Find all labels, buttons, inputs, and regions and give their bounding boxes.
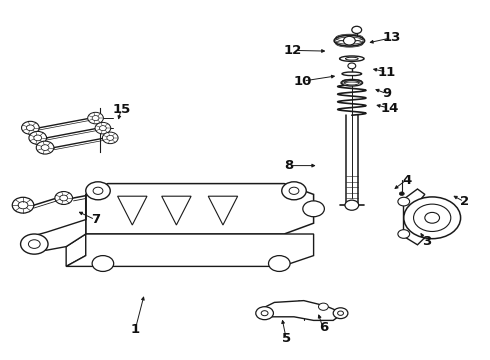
Ellipse shape [344,81,359,85]
Text: 2: 2 [460,195,469,208]
Circle shape [29,131,47,144]
Circle shape [398,230,410,238]
Text: 3: 3 [422,235,431,248]
Polygon shape [260,301,343,320]
Text: 1: 1 [130,323,139,336]
Ellipse shape [341,80,363,86]
Text: 12: 12 [284,44,302,57]
Text: 4: 4 [402,174,411,186]
Text: 15: 15 [112,103,131,116]
Circle shape [414,204,451,231]
Circle shape [26,125,34,131]
Circle shape [18,202,28,209]
Text: 8: 8 [285,159,294,172]
Ellipse shape [340,56,364,61]
Circle shape [93,186,108,198]
Circle shape [256,307,273,320]
Text: 7: 7 [91,213,100,226]
Circle shape [92,256,114,271]
Polygon shape [208,196,238,225]
Polygon shape [86,184,314,234]
Ellipse shape [334,35,365,46]
Text: 10: 10 [294,75,312,87]
Circle shape [399,192,404,195]
Circle shape [333,308,348,319]
Circle shape [22,121,39,134]
Circle shape [28,240,40,248]
Text: 14: 14 [380,102,399,114]
Circle shape [88,112,103,124]
Polygon shape [66,234,86,266]
Text: 9: 9 [383,87,392,100]
Polygon shape [118,196,147,225]
Text: 11: 11 [378,66,396,78]
Circle shape [338,311,343,315]
Circle shape [36,141,54,154]
Circle shape [261,311,268,316]
Circle shape [92,116,99,121]
Circle shape [303,201,324,217]
Circle shape [348,63,356,69]
Ellipse shape [345,57,358,60]
Circle shape [102,132,118,144]
Circle shape [41,145,49,150]
Circle shape [97,189,104,194]
Circle shape [282,182,306,200]
Circle shape [21,234,48,254]
Polygon shape [66,234,314,266]
Circle shape [404,197,461,239]
Circle shape [425,212,440,223]
Polygon shape [27,194,86,250]
Text: 13: 13 [383,31,401,44]
Circle shape [318,303,328,310]
Ellipse shape [342,72,362,76]
Circle shape [352,26,362,33]
Circle shape [398,197,410,206]
Circle shape [345,200,359,210]
Circle shape [269,256,290,271]
Circle shape [86,182,110,200]
Text: 6: 6 [319,321,328,334]
Circle shape [34,135,42,141]
Circle shape [60,195,68,201]
Circle shape [99,126,106,131]
Circle shape [95,122,111,134]
Circle shape [107,135,114,140]
Text: 5: 5 [282,332,291,345]
Circle shape [289,187,299,194]
Circle shape [93,187,103,194]
Circle shape [55,192,73,204]
Circle shape [343,36,355,45]
Circle shape [12,197,34,213]
Polygon shape [162,196,191,225]
